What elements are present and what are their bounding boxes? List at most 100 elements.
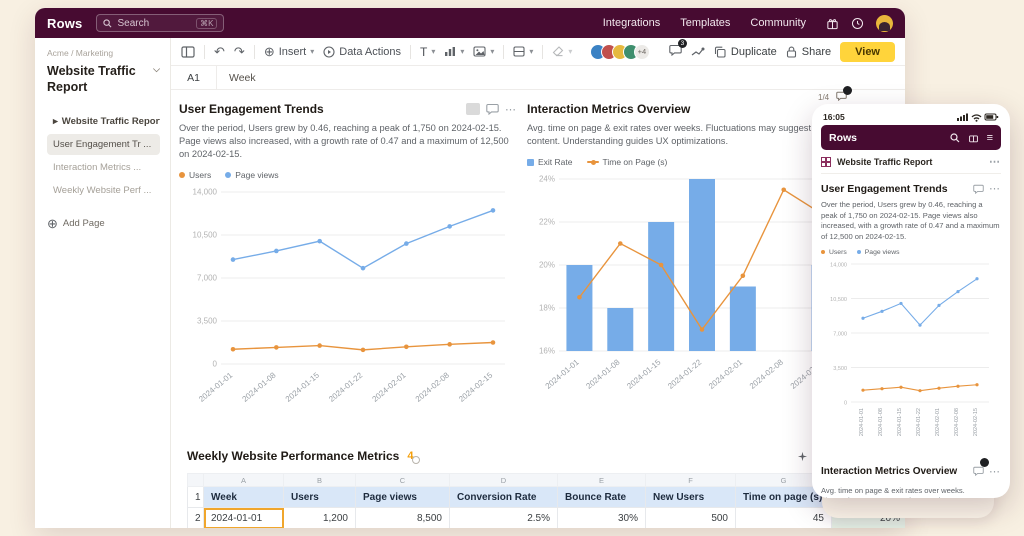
redo-icon[interactable]: ↷ [233, 44, 245, 59]
image-insert-button[interactable]: ▾ [473, 46, 494, 57]
legend-item[interactable]: Users [179, 170, 211, 180]
sidebar-page-item[interactable]: User Engagement Tr ... [47, 134, 160, 156]
pager-label: 1/4 [818, 92, 830, 102]
interaction-combo-chart[interactable]: 16%18%20%22%24%2024-01-01 2024-01-08 2024-… [527, 167, 851, 407]
trend-icon[interactable] [691, 47, 705, 57]
column-letter[interactable]: B [283, 473, 356, 488]
more-icon[interactable]: ⋯ [989, 466, 1001, 478]
column-header[interactable]: New Users [645, 486, 736, 509]
color-swatch-icon[interactable] [466, 103, 480, 115]
breadcrumb[interactable]: Acme / Marketing [47, 48, 114, 58]
table-cell[interactable]: 1,200 [283, 507, 356, 528]
image-icon [473, 46, 486, 57]
chart-insert-button[interactable]: ▾ [444, 46, 464, 57]
more-icon[interactable]: ⋯ [989, 183, 1001, 195]
collaborator-overflow-badge[interactable]: +4 [633, 43, 650, 60]
search-input[interactable]: Search ⌘K [96, 14, 225, 32]
undo-icon[interactable]: ↶ [214, 44, 225, 59]
phone-report-row[interactable]: Website Traffic Report ⋯ [821, 150, 1001, 174]
topnav-link[interactable]: Community [750, 17, 806, 29]
svg-text:2024-01-15: 2024-01-15 [625, 357, 663, 391]
table-cell[interactable]: 30% [557, 507, 646, 528]
share-button[interactable]: Share [786, 46, 831, 58]
column-letter[interactable]: G [735, 473, 832, 488]
legend-marker [586, 159, 599, 165]
column-header[interactable]: Page views [355, 486, 450, 509]
brand-logo[interactable]: Rows [47, 15, 83, 31]
help-icon[interactable] [851, 17, 864, 30]
legend-item[interactable]: Page views [856, 249, 900, 256]
view-button[interactable]: View [840, 41, 895, 62]
user-avatar[interactable] [876, 14, 893, 32]
column-letter[interactable]: A [203, 473, 284, 488]
column-header[interactable]: Users [283, 486, 356, 509]
column-letter[interactable]: F [645, 473, 736, 488]
menu-icon[interactable]: ≡ [986, 131, 993, 144]
sparkle-icon[interactable] [797, 451, 808, 462]
phone-section2-description: Avg. time on page & exit rates over week… [821, 485, 970, 499]
svg-text:7,000: 7,000 [197, 274, 218, 283]
phone-engagement-card: User Engagement Trends ⋯ Over the period… [821, 174, 1001, 498]
caret-down-icon: ▾ [460, 47, 465, 56]
phone-chart-title: User Engagement Trends [821, 182, 948, 195]
brand-logo[interactable]: Rows [829, 131, 858, 144]
phone-line-chart[interactable]: 0 3,500 7,000 10,500 14,000 2024-01-01 2024-01… [821, 256, 997, 454]
panel-toggle-icon[interactable] [181, 45, 195, 58]
legend-item[interactable]: Users [821, 249, 847, 256]
svg-text:0: 0 [213, 360, 218, 369]
table-cell[interactable]: 45 [735, 507, 832, 528]
duplicate-button[interactable]: Duplicate [714, 46, 777, 58]
column-letter[interactable]: E [557, 473, 646, 488]
insert-button[interactable]: ⊕ Insert ▾ [263, 44, 315, 59]
data-actions-button[interactable]: Data Actions [323, 46, 401, 58]
sidebar-page-item[interactable]: Weekly Website Perf ... [47, 180, 160, 201]
column-header[interactable]: Week [203, 486, 284, 509]
sidebar-page-item[interactable]: Interaction Metrics ... [47, 157, 160, 178]
table-cell[interactable]: 8,500 [355, 507, 450, 528]
row-number[interactable]: 2 [187, 507, 204, 528]
more-icon[interactable]: ⋯ [505, 103, 517, 116]
row-number[interactable]: 1 [187, 486, 204, 509]
gift-icon[interactable] [826, 17, 839, 30]
week-cell[interactable]: 2024-01-01 [203, 507, 284, 528]
comment-icon[interactable] [973, 184, 984, 194]
page-item-label: Website Traffic Report [61, 116, 160, 128]
format-clear-button[interactable]: ▾ [552, 46, 572, 57]
phone-top-bar: Rows ≡ [821, 125, 1001, 150]
pages-list: ▸ Website Traffic Report User Engagement T… [47, 111, 160, 201]
svg-text:2024-01-08: 2024-01-08 [878, 408, 884, 436]
search-placeholder: Search [117, 17, 150, 29]
top-nav: Integrations Templates Community [603, 17, 806, 29]
legend-item[interactable]: Time on Page (s) [586, 157, 667, 167]
more-icon[interactable]: ⋯ [989, 156, 1001, 168]
add-icon: ⊕ [47, 216, 58, 232]
layout-button[interactable]: ▾ [513, 46, 533, 57]
topnav-link[interactable]: Integrations [602, 17, 661, 29]
legend-item[interactable]: Page views [225, 170, 279, 180]
column-header[interactable]: Conversion Rate [449, 486, 558, 509]
text-format-button[interactable]: T ▾ [420, 44, 436, 59]
column-letter[interactable]: C [355, 473, 450, 488]
gift-icon[interactable] [968, 132, 979, 143]
comments-button[interactable]: 3 [669, 39, 687, 59]
table-cell[interactable]: 2.5% [449, 507, 558, 528]
svg-text:2024-01-22: 2024-01-22 [666, 357, 704, 391]
cell-reference[interactable]: A1 [171, 66, 217, 89]
legend-item[interactable]: Exit Rate [527, 157, 573, 167]
signal-wifi-battery [957, 113, 999, 122]
column-letter[interactable]: D [449, 473, 558, 488]
search-icon[interactable] [949, 132, 960, 143]
row-number-corner[interactable] [187, 473, 204, 488]
comment-icon[interactable] [486, 103, 499, 115]
table-cell[interactable]: 500 [645, 507, 736, 528]
formula-input[interactable]: Week [229, 71, 256, 84]
comment-icon[interactable] [973, 466, 984, 476]
topnav-link[interactable]: Templates [680, 17, 731, 29]
comments-button[interactable] [836, 86, 853, 103]
eraser-icon [553, 46, 564, 57]
sidebar-page-item[interactable]: ▸ Website Traffic Report [47, 111, 160, 132]
title-menu-icon[interactable]: ⌵ [153, 64, 160, 74]
add-page-button[interactable]: ⊕ Add Page [47, 216, 105, 232]
column-header[interactable]: Bounce Rate [557, 486, 646, 509]
